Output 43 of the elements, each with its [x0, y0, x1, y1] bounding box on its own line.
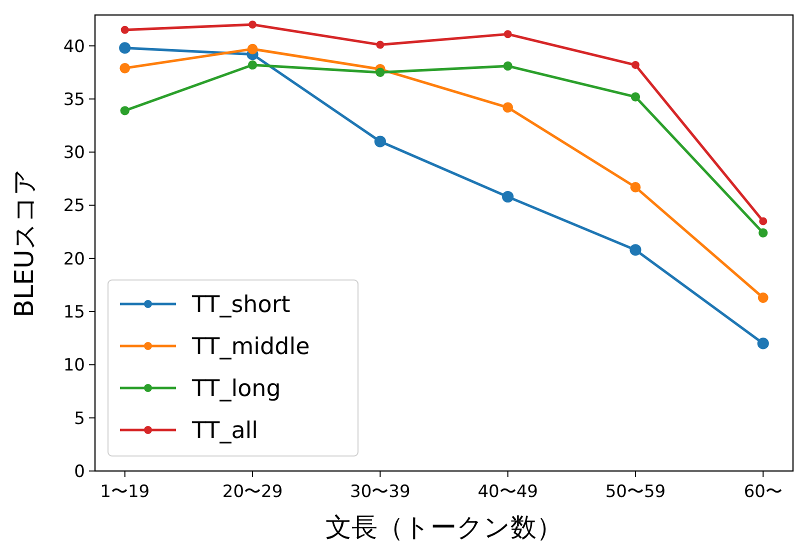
point	[120, 106, 130, 116]
legend-label: TT_short	[191, 292, 290, 318]
point	[502, 102, 514, 113]
legend-label: TT_long	[191, 376, 281, 402]
x-tick-label: 40〜49	[478, 482, 538, 502]
legend-label: TT_middle	[191, 334, 310, 360]
legend-label: TT_all	[191, 418, 258, 444]
y-tick-label: 0	[74, 462, 85, 482]
point	[248, 60, 258, 70]
point	[504, 30, 512, 38]
point	[502, 190, 514, 203]
point	[120, 62, 130, 74]
point	[247, 44, 258, 54]
point	[630, 182, 641, 192]
point	[119, 42, 131, 54]
y-tick-label: 35	[63, 90, 85, 110]
y-tick-label: 25	[63, 196, 85, 216]
point	[376, 40, 384, 49]
x-tick-label: 50〜59	[605, 482, 666, 502]
point	[376, 68, 385, 77]
point	[374, 136, 386, 148]
point	[631, 60, 640, 69]
x-tick-label: 60〜	[744, 482, 782, 502]
y-tick-label: 5	[74, 408, 85, 429]
y-tick-label: 40	[63, 36, 85, 57]
x-tick-label: 20〜29	[222, 482, 283, 502]
point	[120, 26, 129, 34]
y-tick-label: 30	[63, 143, 85, 164]
y-tick-label: 10	[63, 356, 85, 376]
x-tick-label: 1〜19	[100, 482, 150, 502]
y-tick-label: 15	[63, 302, 85, 323]
x-tick-label: 30〜39	[350, 482, 410, 502]
point	[630, 92, 640, 102]
point	[758, 292, 768, 303]
y-axis-title: BLEUスコア	[10, 168, 40, 318]
point	[759, 217, 768, 226]
x-axis-title: 文長（トークン数）	[326, 513, 562, 543]
y-tick-label: 20	[63, 249, 85, 270]
point	[248, 20, 257, 29]
point	[758, 228, 768, 238]
point	[503, 61, 512, 71]
point	[757, 338, 769, 350]
point	[630, 244, 642, 256]
